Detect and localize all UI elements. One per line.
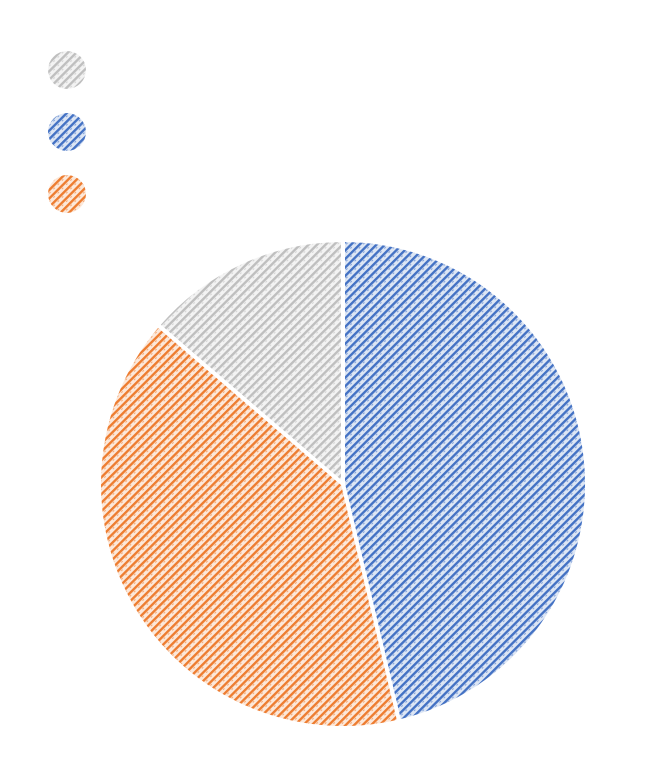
legend-marker-1	[48, 113, 86, 151]
pie-slice-1	[341, 238, 589, 724]
pie-slice-3	[155, 238, 345, 486]
legend	[48, 51, 86, 213]
legend-marker-3	[48, 51, 86, 89]
legend-marker-2	[48, 175, 86, 213]
pie-slices	[97, 238, 589, 730]
pie-slice-2	[97, 322, 402, 730]
